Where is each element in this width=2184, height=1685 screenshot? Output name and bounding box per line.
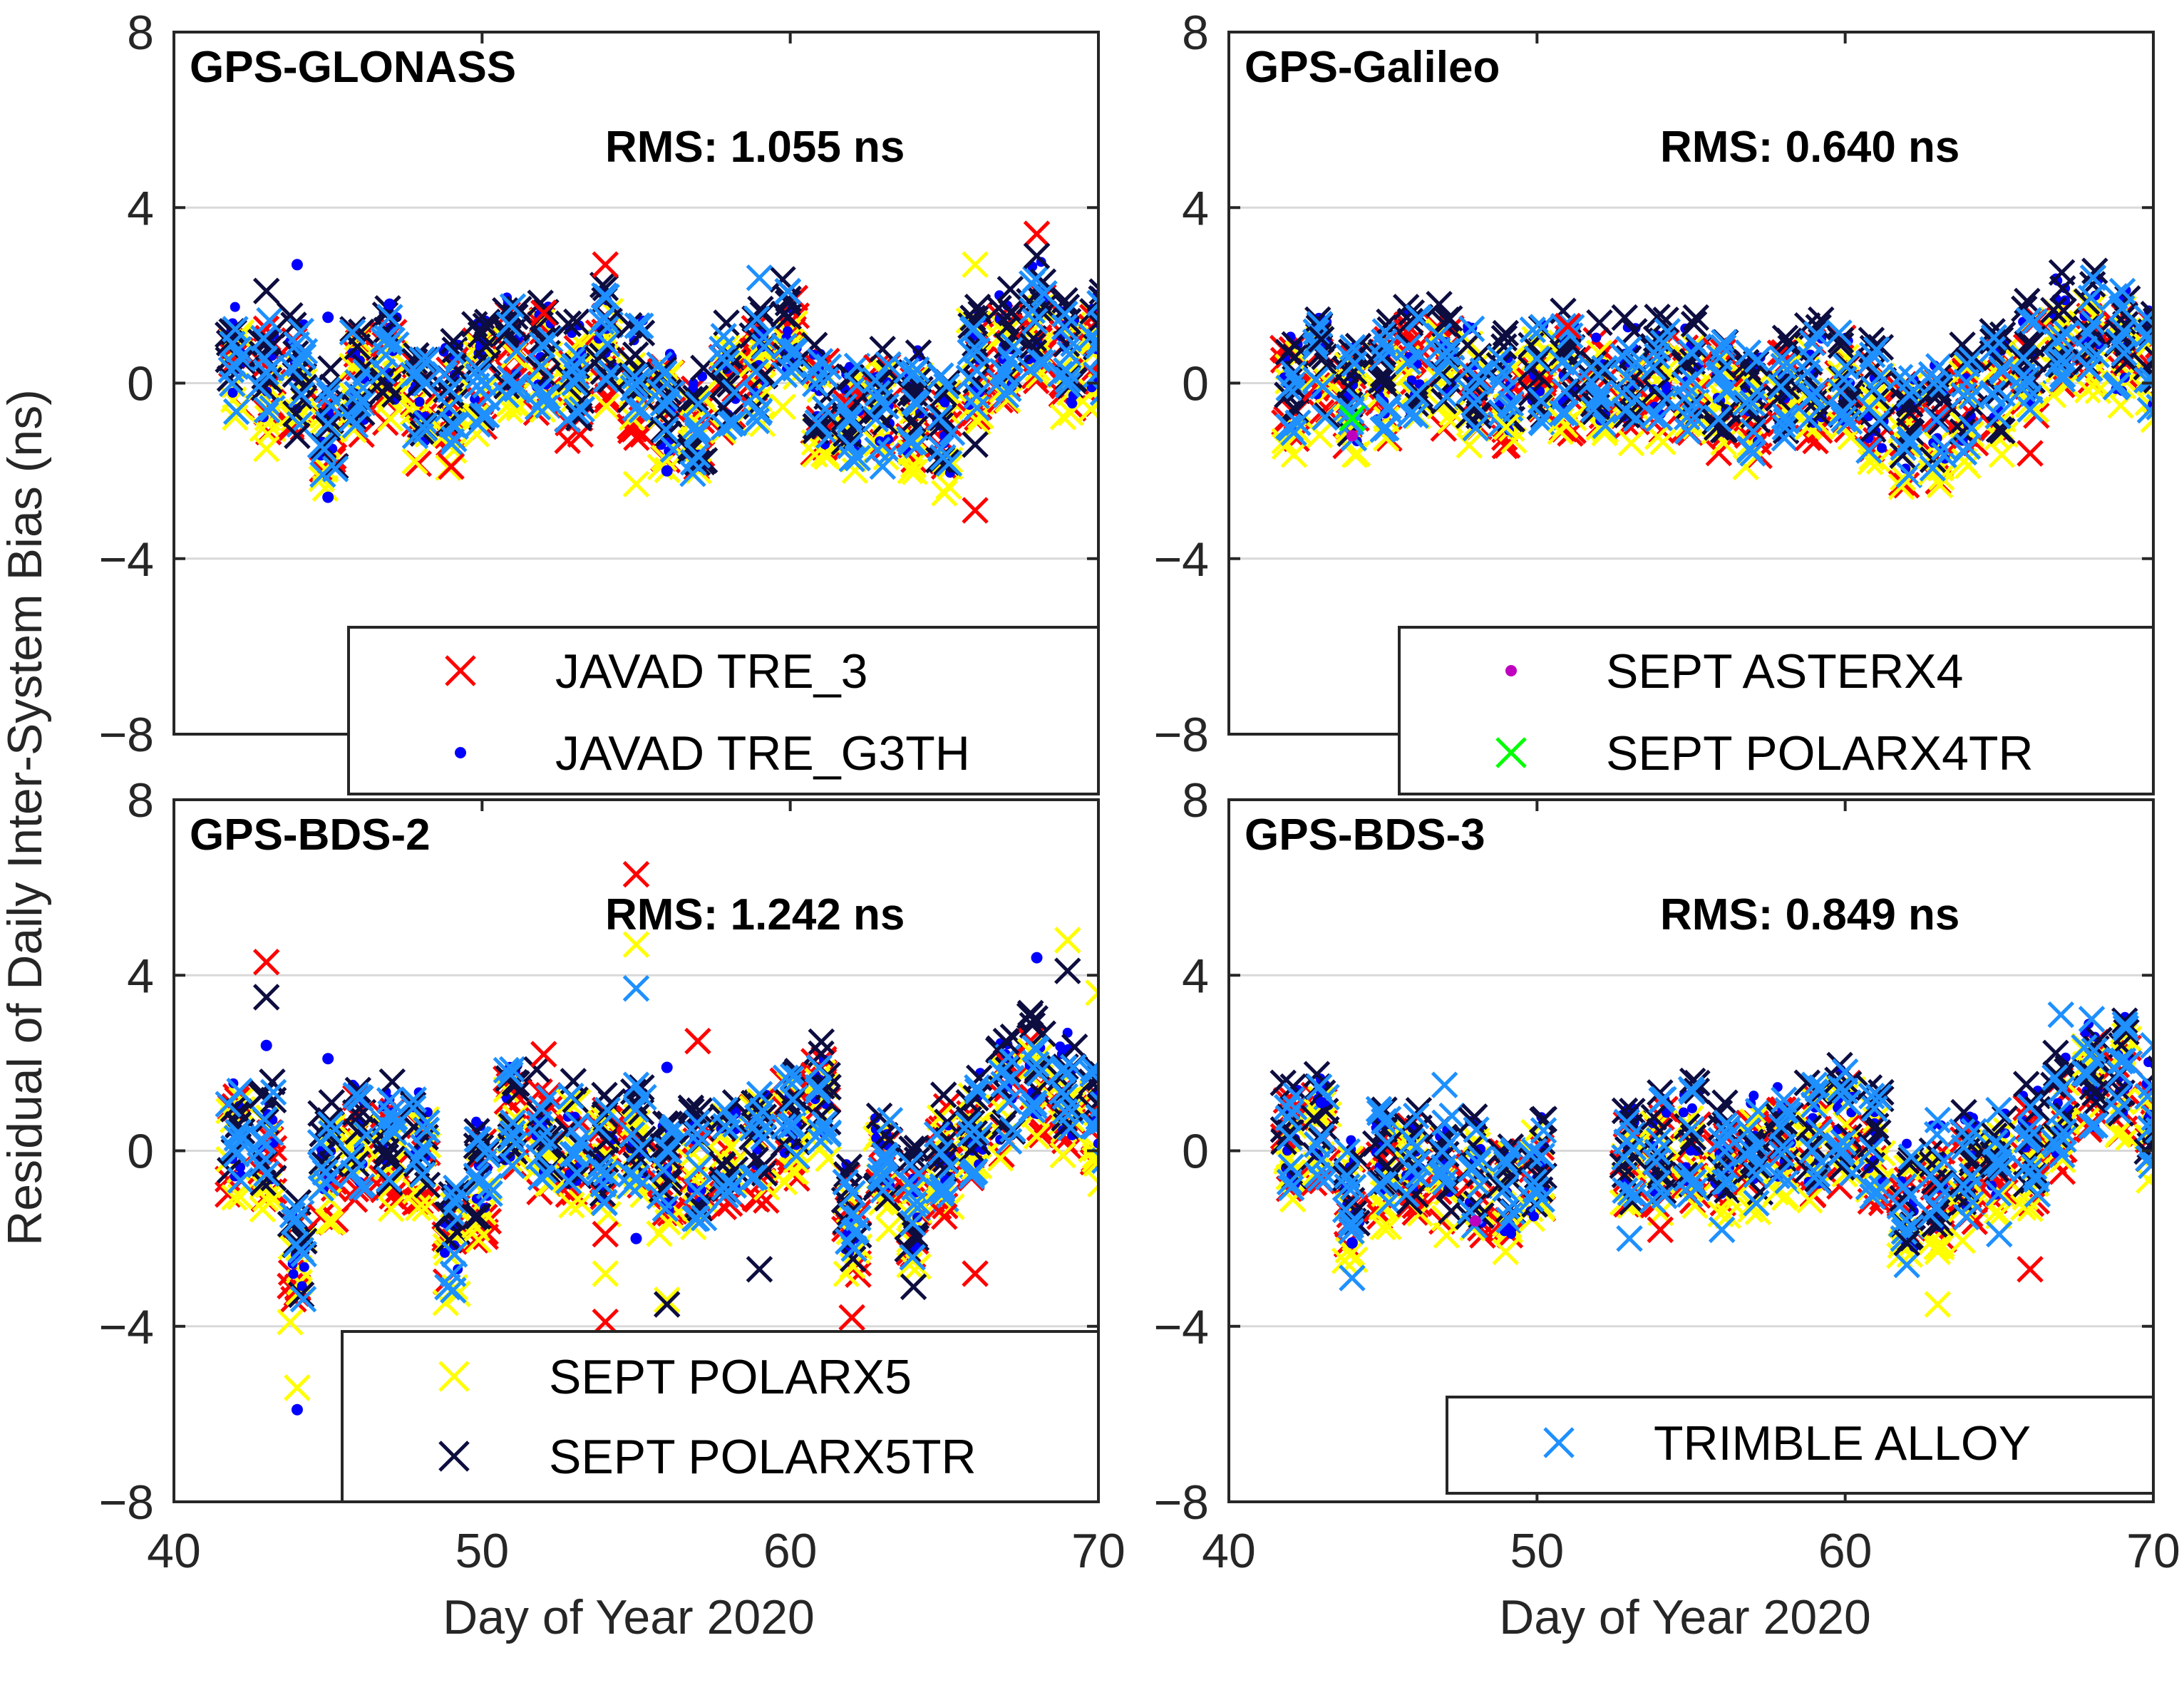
outlier-point — [384, 299, 396, 310]
data-point — [1687, 1103, 1697, 1113]
y-tick-label: −4 — [98, 532, 154, 587]
data-point — [1529, 1212, 1539, 1222]
x-tick-label: 60 — [1818, 1524, 1873, 1578]
x-axis-label-right: Day of Year 2020 — [1499, 1590, 1871, 1644]
y-tick-label: 0 — [127, 1125, 154, 1179]
x-tick-label: 50 — [455, 1524, 510, 1578]
data-point — [1101, 1076, 1111, 1086]
y-tick-label: −8 — [1153, 708, 1209, 762]
y-tick-label: 4 — [127, 181, 154, 235]
data-point — [289, 1269, 299, 1279]
data-point — [783, 326, 793, 336]
outlier-point — [292, 1404, 303, 1416]
y-tick-label: −8 — [98, 1475, 154, 1530]
outlier-point — [1316, 1097, 1327, 1108]
outlier-point — [661, 465, 673, 477]
legend-label: JAVAD TRE_3 — [555, 644, 867, 699]
y-tick-label: 0 — [1182, 357, 1209, 411]
data-point — [1591, 333, 1601, 343]
outlier-point — [1346, 430, 1358, 441]
y-axis-label: Residual of Daily Inter-System Bias (ns) — [0, 389, 52, 1246]
rms-annotation: RMS: 0.640 ns — [1660, 123, 1959, 172]
y-tick-label: 8 — [1182, 6, 1209, 60]
x-tick-label: 70 — [1071, 1524, 1126, 1578]
outlier-point — [322, 492, 334, 503]
panel-title: GPS-BDS-2 — [190, 810, 431, 860]
y-tick-label: −4 — [1153, 532, 1209, 587]
outlier-point — [631, 1233, 642, 1245]
legend: JAVAD TRE_3 JAVAD TRE_G3TH — [349, 627, 1098, 794]
data-point — [2155, 336, 2165, 346]
rms-annotation: RMS: 1.242 ns — [605, 890, 905, 939]
data-point — [415, 397, 425, 407]
legend-label: SEPT ASTERX4 — [1606, 644, 1963, 699]
y-tick-label: 8 — [127, 773, 154, 828]
data-point — [1067, 398, 1077, 408]
legend-label: JAVAD TRE_G3TH — [555, 726, 970, 780]
panel-gps-glonass: 8 4 0 −4 −8 GPS-GLONASS RMS: 1.055 ns JAVAD TRE… — [98, 6, 1118, 794]
outlier-point — [322, 1053, 334, 1064]
legend: SEPT POLARX5 SEPT POLARX5TR — [342, 1331, 1098, 1502]
data-point — [230, 302, 240, 312]
legend: TRIMBLE ALLOY — [1447, 1397, 2153, 1493]
y-tick-label: 4 — [127, 949, 154, 1003]
x-tick-label: 50 — [1510, 1524, 1565, 1578]
outlier-point — [1346, 1237, 1358, 1249]
y-tick-label: 4 — [1182, 181, 1209, 235]
data-point — [1679, 1108, 1689, 1118]
y-tick-label: −8 — [98, 708, 154, 762]
outlier-point — [292, 259, 303, 270]
outlier-point — [322, 311, 334, 323]
panel-title: GPS-GLONASS — [190, 43, 516, 92]
y-tick-label: 0 — [127, 357, 154, 411]
y-tick-label: −4 — [1153, 1300, 1209, 1354]
data-point — [1877, 443, 1887, 453]
x-axis-label-left: Day of Year 2020 — [443, 1590, 815, 1644]
x-tick-label: 40 — [147, 1524, 201, 1578]
outlier-point — [261, 1040, 272, 1051]
x-tick-label: 40 — [1202, 1524, 1256, 1578]
x-tick-label: 70 — [2126, 1524, 2180, 1578]
y-tick-label: −8 — [1153, 1475, 1209, 1530]
data-point — [1101, 291, 1111, 301]
rms-annotation: RMS: 1.055 ns — [605, 123, 905, 172]
x-tick-label: 60 — [763, 1524, 818, 1578]
rms-annotation: RMS: 0.849 ns — [1660, 890, 1959, 939]
data-point — [1101, 378, 1111, 388]
y-tick-label: 8 — [1182, 773, 1209, 828]
panel-title: GPS-BDS-3 — [1245, 810, 1485, 860]
outlier-point — [1031, 952, 1043, 964]
legend: SEPT ASTERX4 SEPT POLARX4TR — [1399, 627, 2153, 794]
y-tick-label: −4 — [98, 1300, 154, 1354]
y-tick-label: 0 — [1182, 1125, 1209, 1179]
legend-label: SEPT POLARX5TR — [549, 1430, 977, 1484]
data-point — [299, 1262, 309, 1272]
legend-label: SEPT POLARX4TR — [1606, 726, 2034, 780]
legend-marker — [1505, 665, 1517, 676]
outlier-point — [661, 1062, 673, 1073]
legend-label: SEPT POLARX5 — [549, 1350, 912, 1404]
y-tick-label: 8 — [127, 6, 154, 60]
y-tick-label: 4 — [1182, 949, 1209, 1003]
outlier-point — [1470, 1215, 1481, 1227]
panel-gps-galileo: 8 4 0 −4 −8 GPS-Galileo RMS: 0.640 ns SEPT ASTE… — [1153, 6, 2173, 794]
legend-marker — [455, 747, 466, 758]
legend-label: TRIMBLE ALLOY — [1654, 1416, 2031, 1470]
panel-title: GPS-Galileo — [1245, 43, 1500, 92]
